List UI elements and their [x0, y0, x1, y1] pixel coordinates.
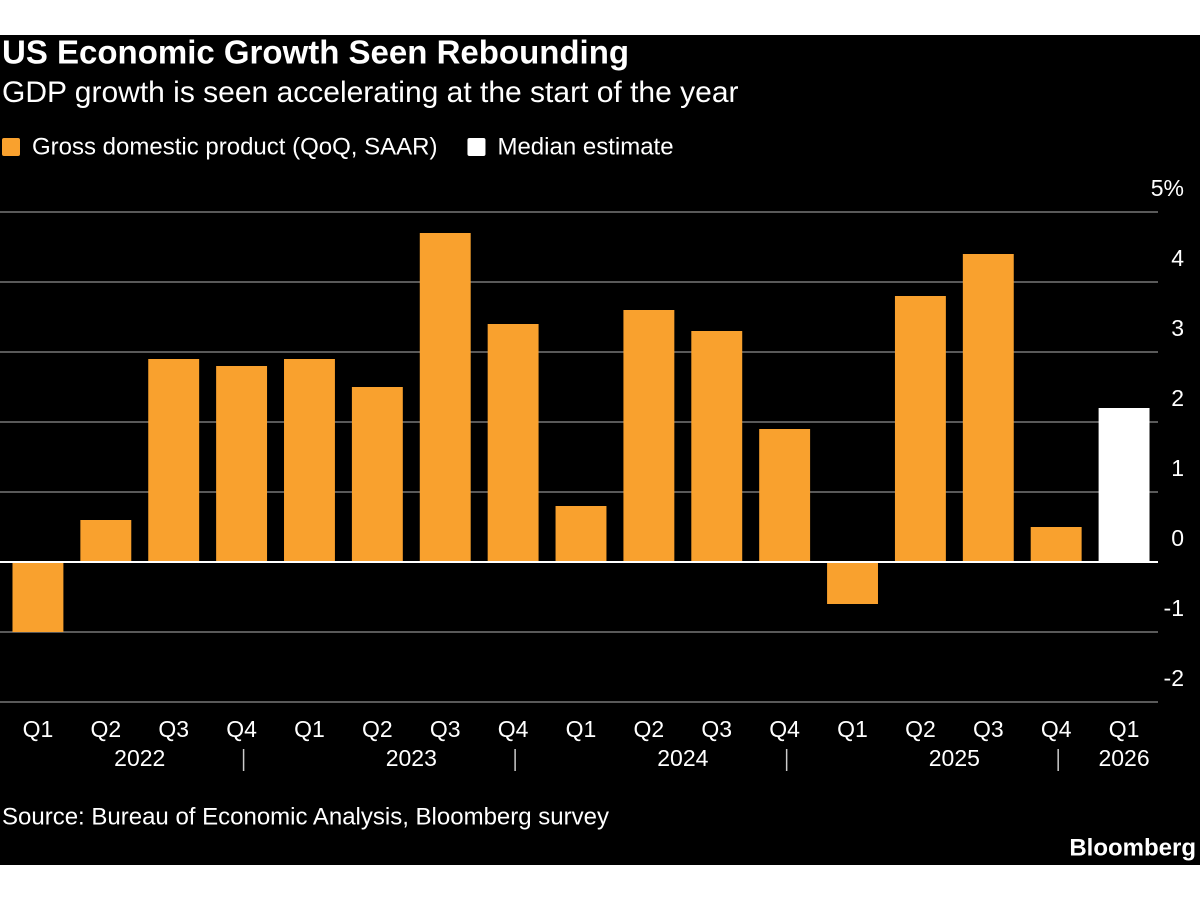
bar [419, 233, 471, 562]
x-tick-label: Q1 [566, 716, 597, 742]
bar [759, 429, 811, 562]
y-tick-label: 4 [1171, 245, 1184, 271]
y-tick-label: 0 [1171, 525, 1184, 551]
x-tick-label: Q3 [158, 716, 189, 742]
chart-subtitle: GDP growth is seen accelerating at the s… [2, 76, 739, 109]
year-label: 2024 [657, 745, 708, 771]
x-tick-label: Q1 [23, 716, 54, 742]
year-label: 2023 [386, 745, 437, 771]
x-tick-label: Q1 [1109, 716, 1140, 742]
x-tick-label: Q4 [1041, 716, 1072, 742]
x-tick-label: Q3 [973, 716, 1004, 742]
x-tick-label: Q2 [362, 716, 393, 742]
bar [1098, 408, 1150, 562]
x-tick-label: Q2 [634, 716, 665, 742]
bar [284, 359, 335, 562]
y-tick-label: 5% [1151, 175, 1184, 201]
bar [623, 310, 675, 562]
y-tick-label: -2 [1164, 665, 1184, 691]
x-tick-label: Q2 [905, 716, 936, 742]
bar [894, 296, 946, 562]
bar [691, 331, 743, 562]
chart-title: US Economic Growth Seen Rebounding [2, 34, 629, 71]
bar [148, 359, 200, 562]
y-tick-label: 1 [1171, 455, 1184, 481]
x-tick-label: Q3 [701, 716, 732, 742]
bar [827, 562, 878, 604]
bar [12, 562, 64, 632]
y-tick-label: 2 [1171, 385, 1184, 411]
x-tick-label: Q1 [837, 716, 868, 742]
year-label: 2022 [114, 745, 165, 771]
y-tick-label: 3 [1171, 315, 1184, 341]
x-tick-label: Q4 [498, 716, 529, 742]
legend-label: Median estimate [497, 133, 673, 160]
legend-swatch [467, 138, 486, 156]
brand: Bloomberg [1069, 834, 1196, 861]
year-label: 2026 [1098, 745, 1149, 771]
year-label: 2025 [929, 745, 980, 771]
bar [80, 520, 132, 562]
x-tick-label: Q1 [294, 716, 325, 742]
legend-label: Gross domestic product (QoQ, SAAR) [32, 133, 437, 160]
x-tick-label: Q4 [769, 716, 800, 742]
bar [555, 506, 607, 562]
bar [351, 387, 403, 562]
x-tick-label: Q2 [90, 716, 121, 742]
x-tick-label: Q4 [226, 716, 257, 742]
bar [962, 254, 1014, 562]
bar [1030, 527, 1082, 562]
y-tick-label: -1 [1164, 595, 1184, 621]
source: Source: Bureau of Economic Analysis, Blo… [2, 803, 609, 830]
x-tick-label: Q3 [430, 716, 461, 742]
bar [487, 324, 539, 562]
legend-swatch [2, 138, 20, 156]
bar [216, 366, 268, 562]
